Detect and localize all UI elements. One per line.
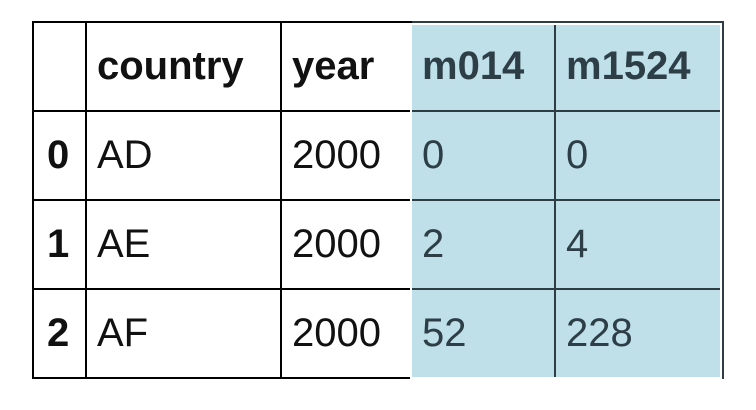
column-header-country: country [85, 21, 282, 112]
table-row: 1 AE 2000 2 4 [32, 199, 724, 290]
row-index: 0 [32, 110, 87, 201]
table-row: 0 AD 2000 0 0 [32, 110, 724, 201]
header-row: country year m014 m1524 [32, 21, 724, 112]
index-header-cell [32, 21, 87, 112]
cell-m014: 0 [410, 110, 556, 201]
cell-year: 2000 [280, 199, 412, 290]
column-header-m1524: m1524 [554, 21, 724, 112]
column-header-m014: m014 [410, 21, 556, 112]
cell-country: AE [85, 199, 282, 290]
dataframe-table: country year m014 m1524 0 AD 2000 0 0 1 … [32, 21, 724, 379]
cell-country: AD [85, 110, 282, 201]
dataframe-container: country year m014 m1524 0 AD 2000 0 0 1 … [32, 21, 724, 379]
cell-m014: 2 [410, 199, 556, 290]
cell-m1524: 0 [554, 110, 724, 201]
cell-m1524: 4 [554, 199, 724, 290]
row-index: 1 [32, 199, 87, 290]
cell-m1524: 228 [554, 288, 724, 379]
cell-year: 2000 [280, 110, 412, 201]
cell-m014: 52 [410, 288, 556, 379]
column-header-year: year [280, 21, 412, 112]
table-row: 2 AF 2000 52 228 [32, 288, 724, 379]
row-index: 2 [32, 288, 87, 379]
cell-year: 2000 [280, 288, 412, 379]
cell-country: AF [85, 288, 282, 379]
